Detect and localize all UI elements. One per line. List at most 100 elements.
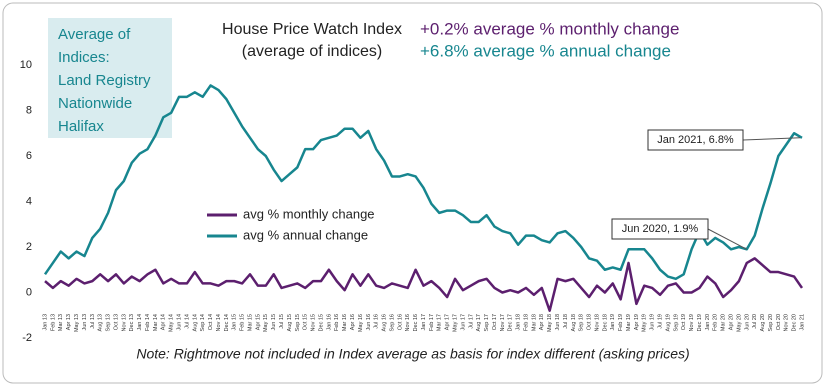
- x-tick-label: Jan 16: [326, 314, 332, 331]
- callout-arrow: [707, 228, 748, 250]
- chart-border: [2, 2, 823, 384]
- x-tick-label: Nov 13: [121, 314, 127, 331]
- x-tick-label: Jun 17: [460, 314, 466, 331]
- x-tick-label: Nov 19: [689, 314, 695, 331]
- chart-subtitle: (average of indices): [242, 43, 383, 60]
- y-tick-label: 4: [26, 195, 32, 207]
- x-tick-label: Jun 16: [366, 314, 372, 331]
- callout-box: [647, 129, 744, 151]
- x-tick-label: Dec 20: [792, 314, 798, 331]
- x-tick-label: Apr 13: [66, 314, 72, 330]
- y-tick-label: 6: [26, 150, 32, 162]
- x-tick-label: Sep 19: [673, 314, 679, 331]
- sources-text: Nationwide: [58, 95, 132, 112]
- x-tick-label: Aug 15: [287, 314, 293, 331]
- sources-text: Halifax: [58, 118, 104, 135]
- x-tick-label: Mar 16: [342, 314, 348, 331]
- x-tick-label: May 19: [642, 314, 648, 332]
- x-tick-label: Dec 17: [508, 314, 514, 331]
- x-tick-label: Feb 18: [523, 314, 529, 331]
- x-tick-label: Nov 18: [594, 314, 600, 331]
- x-tick-label: May 18: [547, 314, 553, 332]
- x-tick-label: Apr 15: [255, 314, 261, 330]
- x-tick-label: Apr 14: [161, 314, 167, 330]
- sources-box: [48, 18, 172, 138]
- x-tick-label: Jan 19: [610, 314, 616, 331]
- x-tick-label: Jun 13: [82, 314, 88, 331]
- x-tick-label: Jan 21: [799, 314, 805, 331]
- x-tick-label: May 14: [169, 314, 175, 332]
- x-tick-label: Jul 13: [90, 314, 96, 329]
- x-tick-label: Feb 20: [713, 314, 719, 331]
- y-tick-label: 10: [20, 59, 32, 71]
- x-tick-label: Nov 16: [405, 314, 411, 331]
- x-tick-label: Feb 14: [145, 314, 151, 331]
- y-tick-label: 0: [26, 286, 32, 298]
- x-tick-label: Jun 18: [555, 314, 561, 331]
- x-tick-label: Sep 14: [200, 314, 206, 331]
- x-tick-label: Sep 17: [484, 314, 490, 331]
- x-tick-label: May 17: [452, 314, 458, 332]
- y-tick-label: 8: [26, 104, 32, 116]
- sources-text: Indices:: [58, 49, 110, 66]
- x-tick-label: Mar 17: [437, 314, 443, 331]
- callout-text: Jun 2020, 1.9%: [622, 223, 699, 235]
- x-tick-label: Nov 14: [216, 314, 222, 331]
- x-tick-label: Dec 14: [224, 314, 230, 331]
- x-tick-label: Aug 16: [382, 314, 388, 331]
- x-tick-label: Jan 17: [421, 314, 427, 331]
- callout-arrow: [742, 137, 801, 141]
- x-tick-label: Jun 19: [650, 314, 656, 331]
- x-tick-label: May 16: [358, 314, 364, 332]
- x-tick-label: Dec 13: [129, 314, 135, 331]
- x-tick-label: Feb 17: [429, 314, 435, 331]
- x-tick-label: Jul 20: [752, 314, 758, 329]
- x-tick-label: Apr 16: [350, 314, 356, 330]
- callout-text: Jan 2021, 6.8%: [657, 134, 734, 146]
- legend-label: avg % monthly change: [243, 206, 375, 221]
- x-tick-label: Oct 13: [113, 314, 119, 330]
- x-tick-label: Jun 20: [744, 314, 750, 331]
- x-tick-label: Nov 20: [784, 314, 790, 331]
- legend-label: avg % annual change: [243, 227, 368, 242]
- x-tick-label: Oct 20: [776, 314, 782, 330]
- callout-box: [611, 218, 709, 240]
- x-tick-label: Oct 18: [587, 314, 593, 330]
- x-tick-label: Jul 18: [563, 314, 569, 329]
- x-tick-label: Oct 17: [492, 314, 498, 330]
- x-tick-label: Nov 15: [311, 314, 317, 331]
- x-tick-label: Mar 15: [247, 314, 253, 331]
- x-tick-label: Aug 17: [476, 314, 482, 331]
- x-tick-label: Dec 16: [413, 314, 419, 331]
- x-tick-label: Jan 20: [705, 314, 711, 331]
- x-tick-label: May 13: [74, 314, 80, 332]
- x-tick-label: Oct 16: [397, 314, 403, 330]
- x-tick-label: Jan 15: [232, 314, 238, 331]
- x-tick-label: Apr 18: [539, 314, 545, 330]
- x-tick-label: May 20: [736, 314, 742, 332]
- x-tick-label: Jan 13: [42, 314, 48, 331]
- x-tick-label: Sep 16: [389, 314, 395, 331]
- x-tick-label: Dec 19: [697, 314, 703, 331]
- x-tick-label: Mar 18: [531, 314, 537, 331]
- y-tick-label: -2: [22, 332, 32, 344]
- x-tick-label: Nov 17: [500, 314, 506, 331]
- note: Note: Rightmove not included in Index av…: [136, 346, 689, 362]
- x-tick-label: Feb 13: [50, 314, 56, 331]
- x-tick-label: Apr 19: [634, 314, 640, 330]
- x-tick-label: Jul 14: [184, 314, 190, 329]
- x-tick-label: Oct 15: [303, 314, 309, 330]
- x-tick-label: Apr 20: [728, 314, 734, 330]
- x-tick-label: Aug 14: [192, 314, 198, 331]
- x-tick-label: Mar 13: [58, 314, 64, 331]
- x-tick-label: Oct 14: [208, 314, 214, 330]
- x-tick-label: Aug 13: [98, 314, 104, 331]
- x-tick-label: Jan 14: [137, 314, 143, 331]
- x-tick-label: Jun 14: [177, 314, 183, 331]
- x-tick-label: Aug 20: [760, 314, 766, 331]
- x-tick-label: Sep 18: [579, 314, 585, 331]
- x-tick-label: Feb 16: [334, 314, 340, 331]
- x-tick-label: Apr 17: [445, 314, 451, 330]
- x-tick-label: Dec 15: [318, 314, 324, 331]
